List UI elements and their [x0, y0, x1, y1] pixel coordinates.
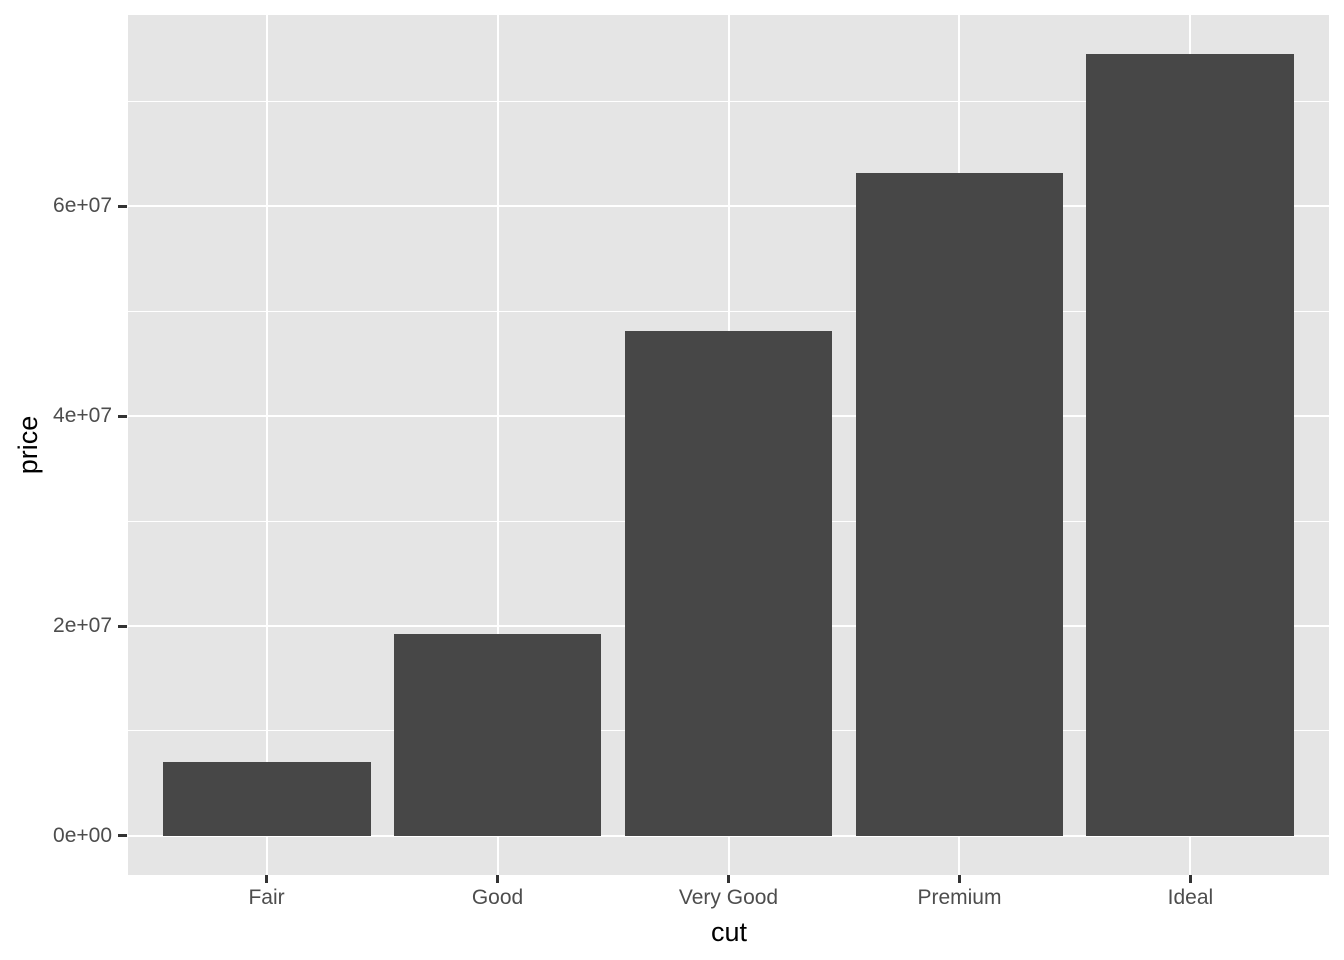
y-tick-mark — [118, 834, 127, 838]
y-tick-label-0e-00: 0e+00 — [53, 823, 112, 847]
x-tick-mark — [957, 875, 961, 883]
y-axis-title: price — [13, 415, 43, 475]
x-tick-label-ideal: Ideal — [1167, 886, 1214, 909]
x-tick-mark — [1188, 875, 1192, 883]
y-tick-mark — [118, 204, 127, 208]
y-tick-label-6e-07: 6e+07 — [53, 194, 112, 218]
x-tick-mark — [265, 875, 269, 883]
x-axis-title: cut — [710, 917, 748, 947]
x-tick-label-premium: Premium — [917, 886, 1002, 909]
plot-panel — [128, 15, 1329, 875]
x-tick-mark — [496, 875, 500, 883]
x-tick-label-good: Good — [471, 886, 524, 909]
x-tick-mark — [727, 875, 730, 883]
y-tick-label-2e-07: 2e+07 — [53, 614, 112, 638]
x-tick-label-fair: Fair — [248, 886, 285, 909]
y-tick-mark — [118, 414, 127, 418]
x-tick-label-very-good: Very Good — [678, 886, 779, 909]
y-tick-mark — [118, 624, 127, 628]
